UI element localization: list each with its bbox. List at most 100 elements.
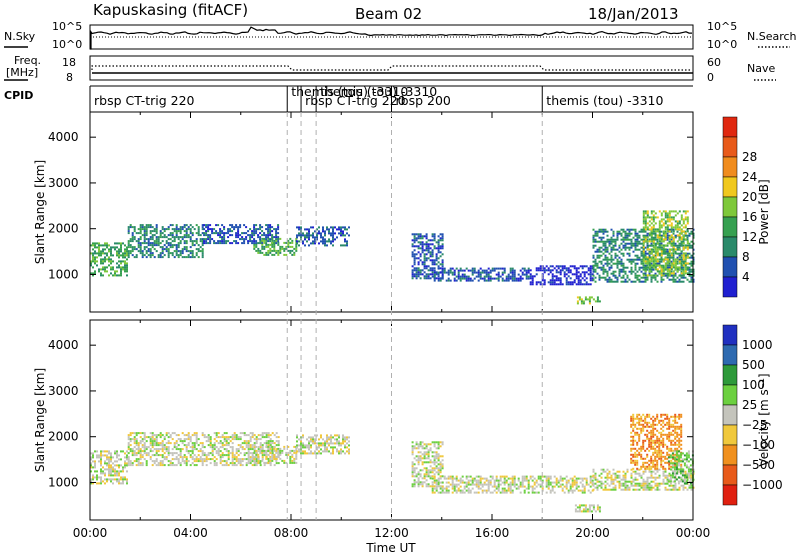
heatmap-cell <box>177 434 180 437</box>
heatmap-cell <box>471 479 474 482</box>
heatmap-cell <box>652 238 655 241</box>
heatmap-cell <box>257 251 260 254</box>
heatmap-cell <box>221 446 224 449</box>
heatmap-cell <box>666 236 669 239</box>
heatmap-cell <box>491 267 494 270</box>
heatmap-cell <box>644 240 647 243</box>
heatmap-cell <box>141 250 144 253</box>
heatmap-cell <box>159 432 162 435</box>
heatmap-cell <box>497 277 500 280</box>
heatmap-cell <box>235 456 238 459</box>
heatmap-cell <box>664 220 667 223</box>
heatmap-cell <box>239 458 242 461</box>
heatmap-cell <box>259 460 262 463</box>
heatmap-cell <box>598 246 601 249</box>
heatmap-cell <box>577 489 580 492</box>
heatmap-cell <box>656 262 659 265</box>
heatmap-cell <box>614 280 617 283</box>
heatmap-cell <box>348 452 350 455</box>
heatmap-cell <box>495 485 498 488</box>
heatmap-cell <box>221 456 224 459</box>
heatmap-cell <box>137 458 140 461</box>
heatmap-cell <box>632 419 635 422</box>
heatmap-cell <box>638 474 641 477</box>
heatmap-cell <box>668 252 671 255</box>
heatmap-cell <box>98 254 100 257</box>
heatmap-cell <box>177 460 180 463</box>
heatmap-cell <box>215 450 218 453</box>
heatmap-cell <box>624 480 627 483</box>
heatmap-cell <box>461 479 464 482</box>
heatmap-cell <box>147 436 150 439</box>
heatmap-cell <box>634 274 637 277</box>
heatmap-cell <box>304 450 306 453</box>
heatmap-cell <box>116 246 118 249</box>
heatmap-cell <box>195 458 198 461</box>
heatmap-cell <box>670 260 673 263</box>
heatmap-cell <box>271 452 274 455</box>
heatmap-cell <box>296 234 298 237</box>
heatmap-cell <box>660 280 663 283</box>
heatmap-cell <box>435 485 438 488</box>
heatmap-cell <box>670 240 673 243</box>
heatmap-cell <box>237 226 240 229</box>
heatmap-cell <box>145 228 148 231</box>
heatmap-cell <box>122 266 124 269</box>
heatmap-cell <box>662 272 665 275</box>
heatmap-cell <box>487 489 490 492</box>
heatmap-cell <box>133 440 136 443</box>
heatmap-cell <box>678 222 681 225</box>
heatmap-cell <box>161 248 164 251</box>
heatmap-cell <box>636 472 639 475</box>
heatmap-cell <box>308 228 310 231</box>
heatmap-cell <box>157 444 160 447</box>
heatmap-cell <box>187 234 190 237</box>
heatmap-cell <box>477 487 480 490</box>
heatmap-cell <box>465 267 468 270</box>
heatmap-cell <box>273 464 276 467</box>
heatmap-cell <box>620 258 623 261</box>
heatmap-cell <box>167 248 170 251</box>
heatmap-cell <box>253 226 256 229</box>
heatmap-cell <box>344 436 346 439</box>
cpid-segment-label: rbsp CT-trig 220 <box>94 93 195 108</box>
heatmap-cell <box>108 258 110 261</box>
heatmap-cell <box>686 254 689 257</box>
heatmap-cell <box>511 279 514 282</box>
heatmap-cell <box>489 279 492 282</box>
heatmap-cell <box>241 232 244 235</box>
heatmap-cell <box>497 267 500 270</box>
heatmap-cell <box>511 273 514 276</box>
heatmap-cell <box>604 258 607 261</box>
heatmap-cell <box>223 234 226 237</box>
heatmap-cell <box>465 489 468 492</box>
heatmap-cell <box>415 257 418 260</box>
heatmap-cell <box>485 491 488 494</box>
heatmap-cell <box>429 477 432 480</box>
heatmap-cell <box>257 457 260 460</box>
heatmap-cell <box>423 243 426 246</box>
heatmap-cell <box>106 270 108 273</box>
heatmap-cell <box>201 252 204 255</box>
heatmap-cell <box>344 452 346 455</box>
heatmap-cell <box>159 434 162 437</box>
heatmap-cell <box>652 228 655 231</box>
heatmap-cell <box>559 265 562 268</box>
heatmap-cell <box>557 481 560 484</box>
heatmap-cell <box>126 450 128 453</box>
heatmap-cell <box>676 246 679 249</box>
heatmap-cell <box>219 442 222 445</box>
heatmap-cell <box>411 471 414 474</box>
heatmap-cell <box>143 242 146 245</box>
heatmap-cell <box>296 436 298 439</box>
heatmap-cell <box>277 447 280 450</box>
heatmap-cell <box>189 454 192 457</box>
heatmap-cell <box>459 275 462 278</box>
heatmap-cell <box>338 440 340 443</box>
heatmap-cell <box>249 240 252 243</box>
heatmap-cell <box>96 450 98 453</box>
heatmap-cell <box>179 250 182 253</box>
heatmap-cell <box>656 248 659 251</box>
heatmap-cell <box>231 464 234 467</box>
heatmap-cell <box>100 258 102 261</box>
